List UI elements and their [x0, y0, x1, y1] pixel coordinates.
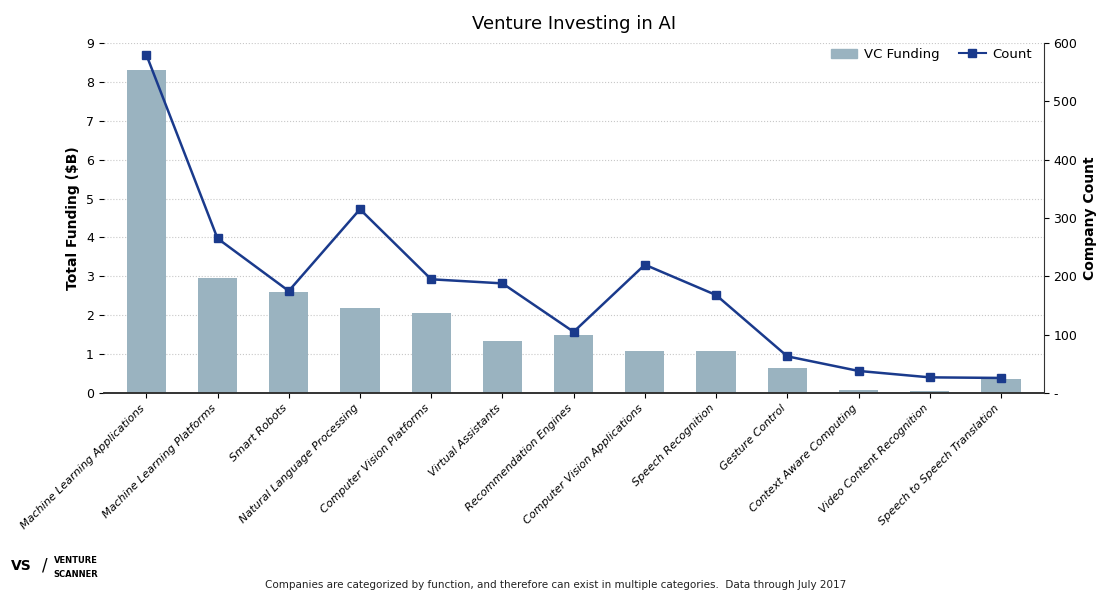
Bar [982, 380, 1021, 393]
Bar [911, 391, 950, 393]
Text: /: / [42, 557, 48, 575]
Bar [483, 340, 522, 393]
Text: VENTURE: VENTURE [53, 556, 98, 565]
Bar [767, 368, 807, 393]
Title: Venture Investing in AI: Venture Investing in AI [471, 15, 676, 33]
Bar [269, 292, 308, 393]
Bar [340, 308, 379, 393]
Bar [838, 390, 878, 393]
Text: Companies are categorized by function, and therefore can exist in multiple categ: Companies are categorized by function, a… [266, 580, 846, 590]
Y-axis label: Total Funding ($B): Total Funding ($B) [67, 146, 80, 290]
Legend: VC Funding, Count: VC Funding, Count [825, 43, 1037, 66]
Text: VS: VS [11, 559, 32, 573]
Bar [198, 278, 237, 393]
Bar [127, 70, 166, 393]
Bar [554, 334, 593, 393]
Text: SCANNER: SCANNER [53, 570, 99, 579]
Y-axis label: Company Count: Company Count [1083, 156, 1098, 280]
Bar [696, 351, 736, 393]
Bar [625, 351, 665, 393]
Bar [411, 313, 450, 393]
